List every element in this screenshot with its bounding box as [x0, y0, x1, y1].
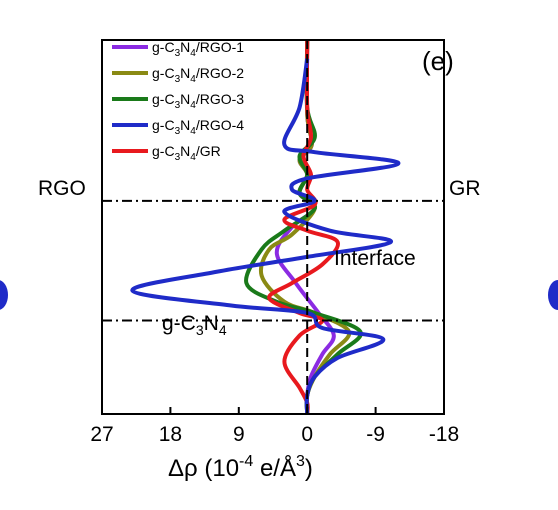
gc3n4-label: g-C3N4 [162, 312, 227, 338]
legend-label: g-C3N4/RGO-2 [152, 65, 244, 85]
x-tick-label: 27 [90, 423, 113, 446]
interface-label: Interface [334, 247, 416, 270]
edge-blob-left [0, 280, 8, 310]
legend-label: g-C3N4/RGO-3 [152, 91, 244, 111]
edge-blob-right [548, 280, 558, 310]
decor-layer [101, 39, 445, 415]
gr-label: GR [449, 177, 481, 200]
x-tick-label: 18 [159, 423, 182, 446]
x-tick-label: -18 [429, 423, 459, 446]
plot-frame [101, 39, 445, 415]
legend-label: g-C3N4/RGO-4 [152, 117, 244, 137]
rgo-label: RGO [38, 177, 86, 200]
legend-label: g-C3N4/RGO-1 [152, 39, 244, 59]
series-line-g-c3n4-rgo-4 [130, 58, 401, 415]
panel-label: (e) [422, 46, 454, 76]
x-axis-label: Δρ (10-4 e/Å3) [168, 453, 313, 482]
x-tick-label: 9 [233, 423, 245, 446]
legend: g-C3N4/RGO-1 g-C3N4/RGO-2 g-C3N4/RGO-3 g-C3… [112, 39, 244, 163]
x-ticks: 27 18 9 0 -9 -18 [90, 407, 459, 446]
x-tick-label: -9 [366, 423, 385, 446]
x-tick-label: 0 [301, 423, 313, 446]
legend-label: g-C3N4/GR [152, 143, 221, 163]
series-layer [130, 39, 401, 415]
